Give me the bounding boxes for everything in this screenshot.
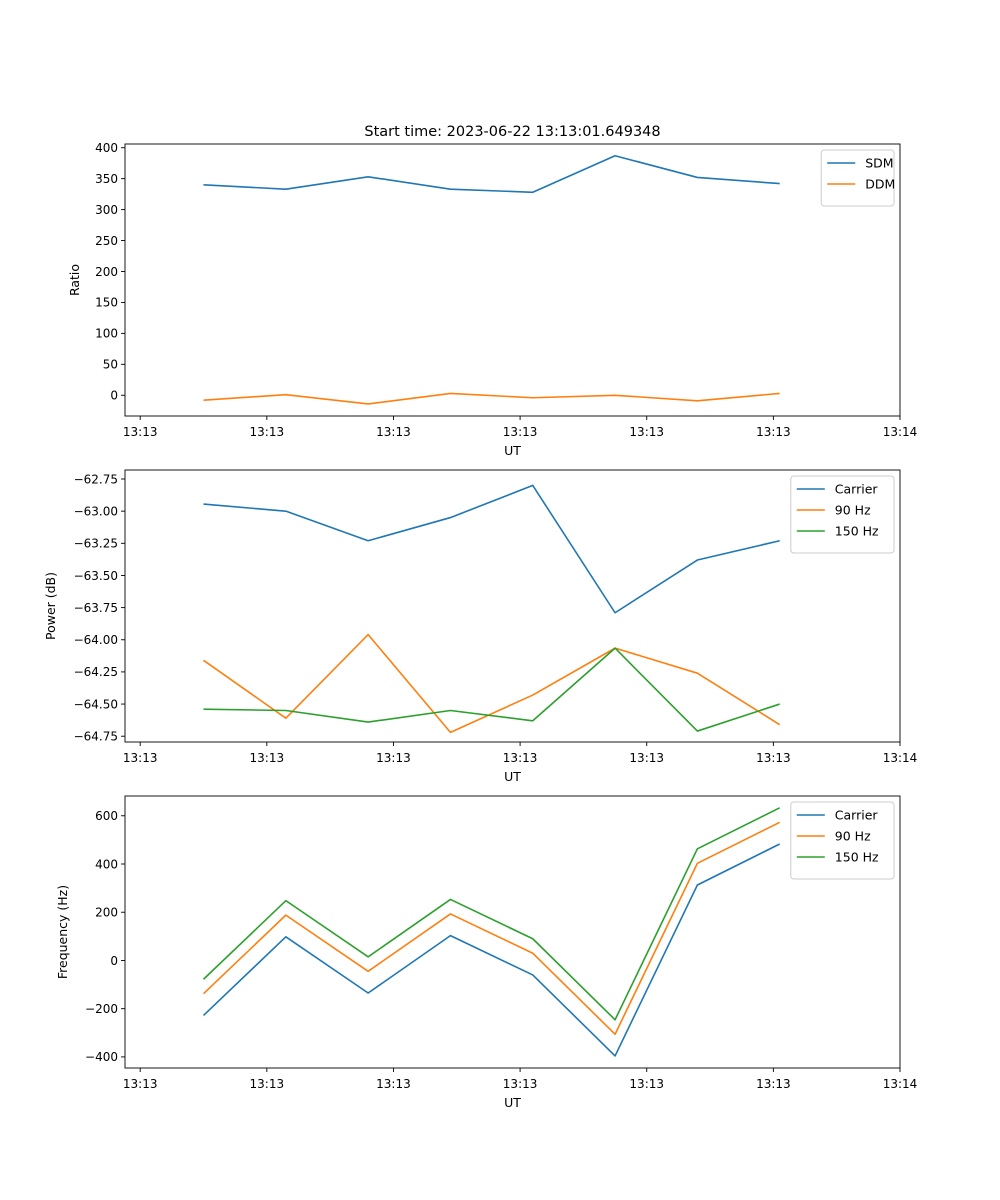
y-tick-label: 400 bbox=[95, 857, 118, 871]
x-tick-label: 13:13 bbox=[503, 425, 538, 439]
y-tick-label: 350 bbox=[95, 172, 118, 186]
y-tick-label: 0 bbox=[110, 389, 118, 403]
y-tick-label: −400 bbox=[85, 1050, 118, 1064]
legend-entry: Carrier bbox=[835, 808, 879, 823]
series-line-150-hz bbox=[202, 807, 781, 1021]
figure-title: Start time: 2023-06-22 13:13:01.649348 bbox=[364, 124, 660, 140]
y-tick-label: −64.75 bbox=[74, 730, 118, 744]
legend-entry: 90 Hz bbox=[835, 503, 871, 518]
y-tick-label: 150 bbox=[95, 296, 118, 310]
y-tick-label: 200 bbox=[95, 265, 118, 279]
legend-box bbox=[790, 801, 895, 880]
subplot-2: 13:13 13:13 13:13 13:13 13:13 13:13 13:14 UT −62… bbox=[43, 469, 918, 784]
x-tick-label: 13:14 bbox=[883, 425, 918, 439]
y-tick-label: 200 bbox=[95, 906, 118, 920]
y-tick-label: −64.25 bbox=[74, 665, 118, 679]
subplot-3: 13:13 13:13 13:13 13:13 13:13 13:13 13:14 UT −40… bbox=[55, 795, 918, 1110]
x-tick-label: 13:13 bbox=[629, 425, 664, 439]
y-tick-label: 100 bbox=[95, 327, 118, 341]
y-tick-label: −63.75 bbox=[74, 601, 118, 615]
legend-entry: 150 Hz bbox=[835, 850, 879, 865]
y-tick-label: −63.00 bbox=[74, 504, 118, 518]
subplot-1: 13:13 13:13 13:13 13:13 13:13 13:13 13:14 UT 0 50… bbox=[67, 141, 917, 458]
legend: Carrier 90 Hz 150 Hz bbox=[790, 475, 895, 554]
x-tick-label: 13:13 bbox=[123, 425, 158, 439]
x-tick-label: 13:13 bbox=[123, 751, 158, 765]
legend-box bbox=[790, 475, 895, 554]
x-tick-label: 13:13 bbox=[756, 425, 791, 439]
series-line-sdm bbox=[203, 154, 780, 194]
y-tick-label: 300 bbox=[95, 203, 118, 217]
series-line-carrier bbox=[203, 484, 780, 614]
x-tick-label: 13:13 bbox=[250, 751, 285, 765]
legend-entry: DDM bbox=[865, 177, 895, 192]
y-tick-label: −62.75 bbox=[74, 472, 118, 486]
x-tick-label: 13:13 bbox=[250, 425, 285, 439]
legend-entry: Carrier bbox=[835, 482, 879, 497]
x-tick-label: 13:13 bbox=[629, 1077, 664, 1091]
axes-frame bbox=[124, 795, 901, 1069]
x-tick-label: 13:13 bbox=[123, 1077, 158, 1091]
series-line-90-hz bbox=[203, 633, 781, 734]
y-tick-label: 50 bbox=[103, 358, 118, 372]
x-axis-label: UT bbox=[504, 1095, 521, 1110]
x-tick-label: 13:13 bbox=[629, 751, 664, 765]
series-line-carrier bbox=[202, 843, 781, 1057]
y-tick-label: −64.50 bbox=[74, 697, 118, 711]
series-line-150-hz bbox=[203, 647, 780, 732]
x-tick-label: 13:13 bbox=[250, 1077, 285, 1091]
y-tick-label: −64.00 bbox=[74, 633, 118, 647]
x-axis-label: UT bbox=[504, 443, 521, 458]
y-tick-label: 250 bbox=[95, 234, 118, 248]
x-tick-label: 13:13 bbox=[503, 1077, 538, 1091]
y-axis-label: Frequency (Hz) bbox=[55, 885, 70, 979]
y-tick-label: 0 bbox=[110, 954, 118, 968]
x-tick-label: 13:13 bbox=[376, 1077, 411, 1091]
y-tick-label: −63.50 bbox=[74, 569, 118, 583]
y-tick-label: 600 bbox=[95, 809, 118, 823]
legend: Carrier 90 Hz 150 Hz bbox=[790, 801, 895, 880]
series-line-90-hz bbox=[202, 821, 781, 1036]
x-tick-label: 13:13 bbox=[376, 425, 411, 439]
axes-frame bbox=[124, 143, 901, 417]
legend-entry: 150 Hz bbox=[835, 524, 879, 539]
x-tick-label: 13:14 bbox=[883, 751, 918, 765]
legend-entry: 90 Hz bbox=[835, 829, 871, 844]
axes-frame bbox=[124, 469, 901, 743]
legend: SDM DDM bbox=[820, 149, 895, 207]
legend-box bbox=[820, 149, 895, 207]
y-tick-label: −200 bbox=[85, 1002, 118, 1016]
y-tick-label: −63.25 bbox=[74, 537, 118, 551]
y-axis-label: Ratio bbox=[67, 264, 82, 296]
series-line-ddm bbox=[203, 392, 780, 405]
x-tick-label: 13:13 bbox=[756, 751, 791, 765]
x-tick-label: 13:13 bbox=[756, 1077, 791, 1091]
legend-entry: SDM bbox=[865, 156, 893, 171]
x-tick-label: 13:14 bbox=[883, 1077, 918, 1091]
x-axis-label: UT bbox=[504, 769, 521, 784]
y-tick-label: 400 bbox=[95, 141, 118, 155]
x-tick-label: 13:13 bbox=[503, 751, 538, 765]
x-tick-label: 13:13 bbox=[376, 751, 411, 765]
y-axis-label: Power (dB) bbox=[43, 572, 58, 640]
